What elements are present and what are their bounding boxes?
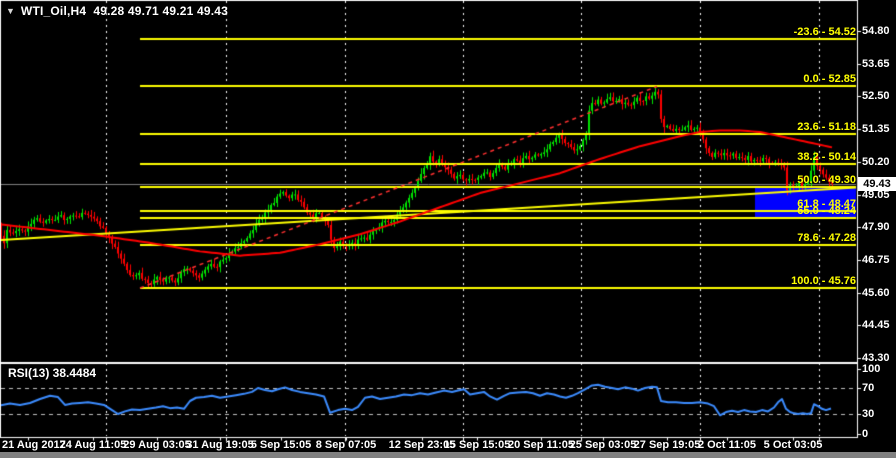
time-axis-label: 15 Sep 15:05 bbox=[443, 439, 511, 451]
price-axis-label: 46.75 bbox=[862, 253, 890, 266]
time-axis-label: 8 Sep 07:05 bbox=[315, 439, 377, 451]
price-axis-label: 47.90 bbox=[862, 221, 890, 234]
time-axis-label: 5 Oct 03:05 bbox=[763, 439, 823, 451]
time-axis-label: 29 Aug 03:05 bbox=[123, 439, 191, 451]
time-axis-label: 5 Sep 15:05 bbox=[250, 439, 312, 451]
time-axis-label: 24 Aug 11:05 bbox=[59, 439, 127, 451]
time-axis-label: 25 Sep 03:05 bbox=[569, 439, 637, 451]
rsi-axis-label: 30 bbox=[862, 408, 875, 420]
chart-title-bar: ▼ WTI_Oil,H4 49.28 49.71 49.21 49.43 bbox=[6, 4, 228, 18]
price-axis-label: 51.35 bbox=[862, 123, 890, 136]
current-price-badge: 49.43 bbox=[858, 177, 896, 191]
chart-title: WTI_Oil,H4 49.28 49.71 49.21 49.43 bbox=[20, 4, 229, 18]
rsi-axis-label: 0 bbox=[862, 427, 869, 440]
time-axis-label: 27 Sep 19:05 bbox=[633, 439, 701, 451]
price-axis-label: 50.20 bbox=[862, 155, 890, 168]
time-axis-label: 21 Aug 2017 bbox=[2, 439, 66, 451]
time-axis-label: 2 Oct 11:05 bbox=[697, 439, 757, 451]
fib-level-label: 61.8 - 48.47 bbox=[797, 197, 856, 210]
fib-level-label: -23.6 - 54.52 bbox=[793, 25, 856, 38]
price-axis-label: 49.05 bbox=[862, 188, 890, 201]
symbol-dropdown-icon[interactable]: ▼ bbox=[6, 6, 15, 16]
price-axis-label: 43.30 bbox=[862, 352, 890, 364]
price-axis-label: 44.45 bbox=[862, 319, 890, 332]
window-bottom-edge bbox=[0, 452, 896, 458]
time-axis-label: 20 Sep 11:05 bbox=[507, 439, 575, 451]
price-axis-label: 45.60 bbox=[862, 286, 890, 299]
fib-level-label: 65.0 - 48.24 bbox=[797, 204, 856, 217]
rsi-indicator-label: RSI(13) 38.4484 bbox=[8, 366, 97, 380]
fib-level-label: 78.6 - 47.28 bbox=[797, 231, 856, 244]
rsi-axis-label: 100 bbox=[862, 362, 881, 375]
price-axis-label: 54.80 bbox=[862, 25, 890, 37]
price-axis-label: 53.65 bbox=[862, 57, 890, 70]
fib-level-label: 38.2 - 50.14 bbox=[797, 150, 856, 163]
time-axis-label: 31 Aug 19:05 bbox=[186, 439, 254, 451]
fib-level-label: 0.0 - 52.85 bbox=[803, 73, 856, 86]
fib-level-label: 100.0 - 45.76 bbox=[791, 275, 856, 288]
time-axis-label: 12 Sep 23:05 bbox=[388, 439, 456, 451]
rsi-axis-label: 70 bbox=[862, 382, 875, 394]
price-axis-label: 52.50 bbox=[862, 90, 890, 103]
fib-level-label: 50.0 - 49.30 bbox=[797, 174, 856, 187]
fib-level-label: 23.6 - 51.18 bbox=[797, 120, 856, 133]
